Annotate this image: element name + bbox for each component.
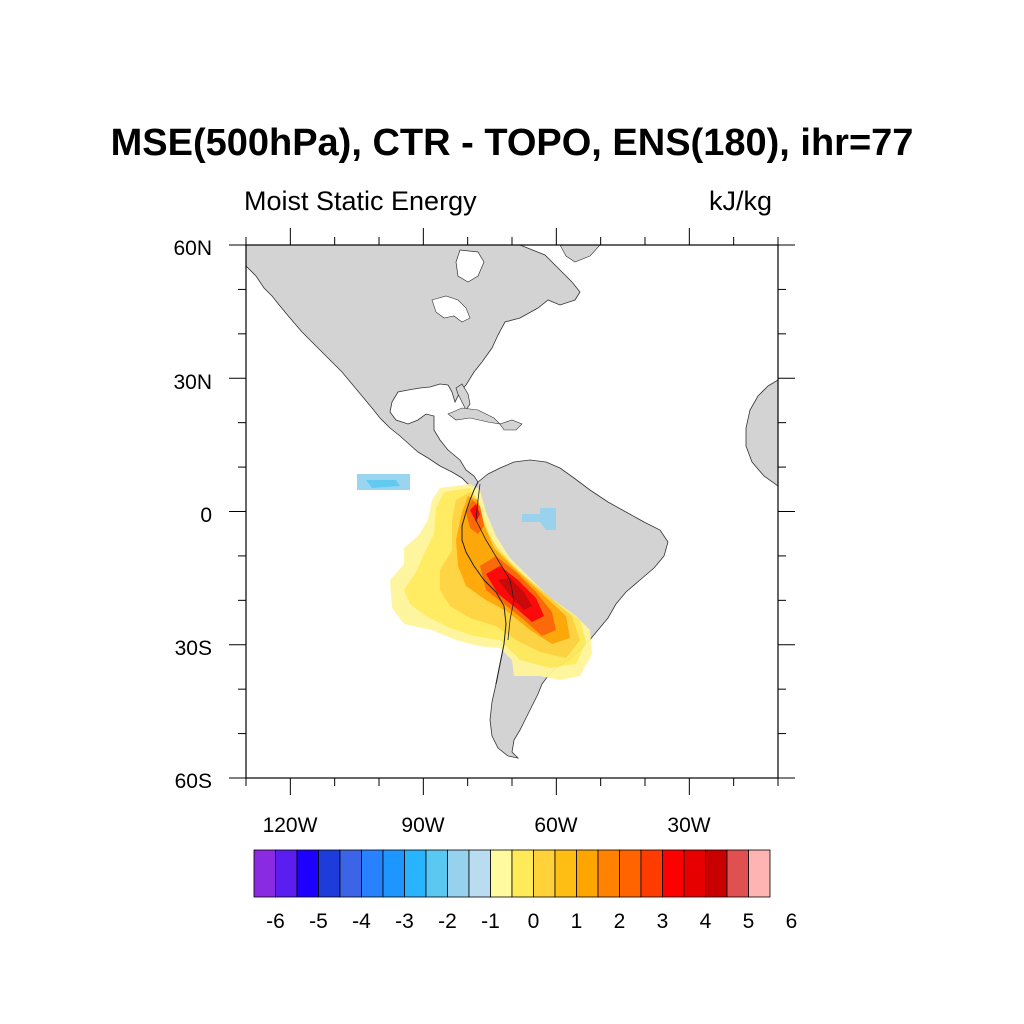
lat-label-60s: 60S xyxy=(175,770,212,793)
colorbar-swatch xyxy=(576,849,599,898)
map-area xyxy=(246,245,778,778)
colorbar-swatch xyxy=(447,849,470,898)
units-label: kJ/kg xyxy=(709,186,773,216)
colorbar-swatch xyxy=(296,849,319,898)
lon-label-60w: 60W xyxy=(534,814,577,837)
colorbar-swatch xyxy=(683,849,706,898)
africa-landmass xyxy=(745,379,778,487)
colorbar-swatch xyxy=(619,849,642,898)
lat-label-60n: 60N xyxy=(173,237,212,260)
anomaly-negative-pacific-core xyxy=(366,480,400,488)
colorbar-label: -1 xyxy=(481,910,500,933)
florida xyxy=(455,383,471,411)
colorbar-label: -4 xyxy=(352,910,371,933)
longitude-ticks xyxy=(245,228,779,795)
colorbar-swatch xyxy=(705,849,728,898)
colorbar-label: -2 xyxy=(438,910,457,933)
north-america-landmass xyxy=(246,245,581,489)
colorbar-swatch xyxy=(640,849,663,898)
colorbar-label: -3 xyxy=(395,910,414,933)
latitude-ticks xyxy=(229,244,795,779)
lon-label-30w: 30W xyxy=(667,814,710,837)
lon-label-90w: 90W xyxy=(401,814,444,837)
colorbar-label: 3 xyxy=(657,910,669,933)
colorbar-swatch xyxy=(339,849,362,898)
lat-label-30s: 30S xyxy=(175,637,212,660)
lon-label-120w: 120W xyxy=(263,814,318,837)
colorbar-swatch xyxy=(533,849,556,898)
colorbar-swatch xyxy=(382,849,405,898)
colorbar-labels: -6 -5 -4 -3 -2 -1 0 1 2 3 4 5 6 xyxy=(266,910,797,933)
colorbar-swatch xyxy=(490,849,513,898)
colorbar-swatch xyxy=(361,849,384,898)
hispaniola xyxy=(499,419,523,431)
colorbar-swatch xyxy=(748,849,771,898)
hudson-bay xyxy=(455,249,485,283)
colorbar-swatch xyxy=(275,849,298,898)
great-lakes xyxy=(431,295,471,323)
colorbar-label: 4 xyxy=(700,910,712,933)
colorbar-swatch xyxy=(253,849,276,898)
colorbar-label: -6 xyxy=(266,910,285,933)
colorbar-label: 6 xyxy=(786,910,798,933)
colorbar-label: 5 xyxy=(743,910,755,933)
andes-coastline xyxy=(461,481,507,685)
anomaly-positive-6 xyxy=(498,578,532,610)
colorbar-swatch xyxy=(468,849,491,898)
lat-label-eq: 0 xyxy=(200,504,212,527)
anomaly-negative-amazon xyxy=(522,508,556,530)
colorbar-swatch xyxy=(511,849,534,898)
colorbar-label: 2 xyxy=(614,910,626,933)
colorbar-label: 1 xyxy=(571,910,583,933)
colorbar-swatch xyxy=(662,849,685,898)
colorbar-swatch xyxy=(726,849,749,898)
anomaly-positive-5 xyxy=(470,504,544,622)
colorbar-swatch xyxy=(597,849,620,898)
colorbar-label: 0 xyxy=(528,910,540,933)
greenland-tip xyxy=(559,245,601,263)
colorbar-swatch xyxy=(404,849,427,898)
colorbar xyxy=(253,849,771,898)
plot-title: MSE(500hPa), CTR - TOPO, ENS(180), ihr=7… xyxy=(110,122,914,164)
variable-label: Moist Static Energy xyxy=(244,186,477,216)
colorbar-swatch xyxy=(554,849,577,898)
border-lines xyxy=(475,483,515,641)
colorbar-swatch xyxy=(425,849,448,898)
lat-label-30n: 30N xyxy=(173,371,212,394)
anomaly-field xyxy=(357,474,592,680)
colorbar-label: -5 xyxy=(309,910,328,933)
colorbar-swatch xyxy=(318,849,341,898)
